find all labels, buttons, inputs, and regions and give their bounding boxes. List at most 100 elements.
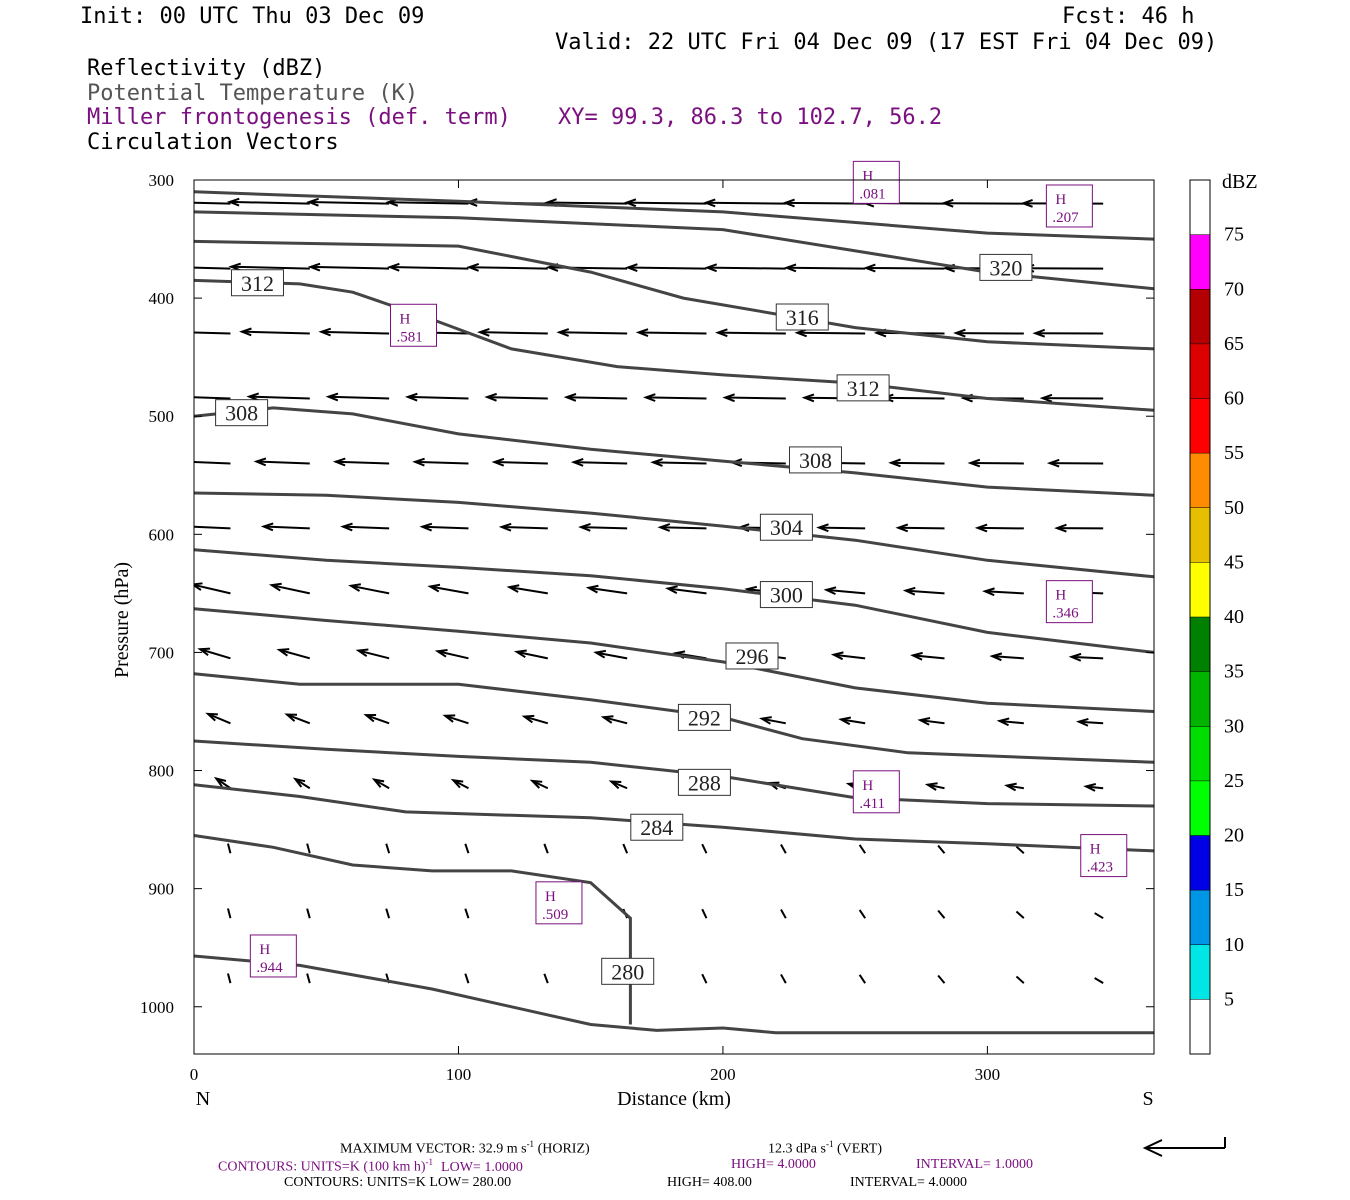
circulation-vector	[910, 651, 945, 661]
circulation-vector	[623, 198, 707, 208]
circulation-vector	[442, 714, 469, 725]
svg-text:312: 312	[847, 376, 880, 401]
colorbar-unit: dBZ	[1222, 171, 1258, 193]
colorbar-level-label: 10	[1224, 934, 1244, 956]
circulation-vector	[484, 392, 548, 402]
circulation-vector	[513, 649, 549, 660]
circulation-vector	[194, 582, 231, 595]
colorbar-segment	[1190, 234, 1210, 290]
colorbar-level-label: 60	[1224, 388, 1244, 410]
circulation-vector	[895, 523, 945, 533]
circulation-vector	[194, 396, 231, 400]
colorbar-level-label: 25	[1224, 770, 1244, 792]
y-tick-label: 800	[149, 762, 175, 781]
svg-text:284: 284	[640, 815, 673, 840]
svg-text:288: 288	[688, 770, 721, 795]
colorbar-segment	[1190, 726, 1210, 781]
theta-contour-labels: 320 316 312 312 308 308 304 300 296 292 288 284 280	[215, 253, 1033, 985]
theta-contour-line	[194, 954, 1154, 1035]
circulation-vector	[276, 648, 311, 660]
circulation-vector	[1094, 977, 1104, 984]
circulation-vector	[1021, 263, 1104, 273]
init-time: Init: 00 UTC Thu 03 Dec 09	[80, 4, 425, 29]
circulation-vector	[1015, 910, 1025, 919]
theta-contour-label: 304	[759, 513, 813, 541]
circulation-vector	[194, 461, 231, 465]
circulation-vector	[197, 647, 231, 660]
colorbar-level-label: 70	[1224, 278, 1244, 300]
circulation-vector	[924, 782, 945, 791]
circulation-vector	[556, 328, 628, 337]
theta-contour-label: 280	[601, 957, 655, 985]
circulation-vector	[260, 522, 310, 532]
circulation-vector	[419, 522, 469, 532]
colorbar-level-label: 20	[1224, 825, 1244, 847]
reflectivity-colorbar: 5 10 15 20 25 30 35 40 45 50 55 60 65 70 75	[1189, 179, 1244, 1055]
circulation-vector	[306, 908, 311, 919]
circulation-vector	[284, 713, 311, 725]
fronto-contour-interval: INTERVAL= 1.0000	[916, 1157, 1033, 1172]
x-tick-label: 200	[710, 1065, 736, 1084]
theta-contour-line	[194, 239, 1154, 351]
circulation-vector	[194, 523, 231, 530]
theta-contours	[194, 190, 1154, 1035]
circulation-vector	[578, 523, 628, 532]
circulation-vector	[917, 717, 945, 726]
circulation-vector	[385, 908, 391, 919]
colorbar-segment	[1190, 780, 1210, 836]
colorbar-segment	[1190, 999, 1210, 1054]
circulation-vector	[996, 717, 1024, 727]
colorbar-segment	[1190, 944, 1210, 1000]
colorbar-segment	[1190, 507, 1210, 563]
svg-text:300: 300	[770, 583, 803, 608]
svg-text:H: H	[1055, 192, 1066, 208]
circulation-vector	[253, 457, 310, 467]
colorbar-segment	[1190, 398, 1210, 454]
circulation-vector	[1003, 782, 1024, 792]
circulation-vector	[498, 522, 548, 532]
circulation-vector	[506, 584, 548, 595]
circulation-vector	[1032, 328, 1104, 338]
forecast-hour: Fcst: 46 h	[1062, 4, 1195, 29]
colorbar-level-label: 65	[1224, 333, 1244, 355]
circulation-vector	[902, 586, 945, 596]
circulation-vector	[622, 843, 629, 854]
y-tick-label: 900	[149, 880, 175, 899]
circulation-vector	[325, 392, 390, 402]
circulation-vector	[1054, 523, 1104, 533]
theta-contour-label: 284	[630, 813, 684, 841]
circulation-vector	[318, 327, 390, 337]
circulation-vector	[701, 843, 708, 854]
circulation-vector	[650, 458, 707, 467]
valid-time: Valid: 22 UTC Fri 04 Dec 09 (17 EST Fri …	[555, 30, 1218, 55]
svg-text:308: 308	[225, 401, 258, 426]
circulation-vector	[858, 974, 866, 984]
field-potential-temperature: Potential Temperature (K)	[87, 81, 419, 106]
frontogenesis-maximum: H .581	[390, 303, 438, 347]
circulation-vector	[226, 197, 310, 207]
colorbar-level-label: 55	[1224, 442, 1244, 464]
frontogenesis-maximum: H .207	[1045, 184, 1093, 228]
svg-text:316: 316	[786, 305, 819, 330]
frontogenesis-maximum: H .509	[535, 881, 583, 925]
colorbar-level-label: 30	[1224, 715, 1244, 737]
circulation-vector	[794, 328, 866, 338]
circulation-vector	[937, 909, 946, 919]
circulation-vector	[722, 393, 786, 403]
circulation-vector	[858, 844, 866, 854]
frontogenesis-maximum: H .423	[1080, 834, 1128, 878]
theta-contour-label: 308	[215, 399, 269, 427]
circulation-vector	[348, 583, 390, 595]
circulation-vector	[307, 262, 390, 272]
svg-text:H: H	[862, 168, 873, 184]
svg-text:H: H	[400, 311, 411, 327]
theta-contour-line	[194, 739, 1154, 808]
circulation-vector	[268, 582, 310, 595]
svg-text:H: H	[259, 942, 270, 958]
svg-text:.581: .581	[397, 329, 423, 345]
circulation-vector	[758, 716, 787, 725]
theta-contour-line	[194, 548, 1154, 654]
circulation-vector	[563, 393, 628, 402]
circulation-vector	[412, 457, 469, 467]
